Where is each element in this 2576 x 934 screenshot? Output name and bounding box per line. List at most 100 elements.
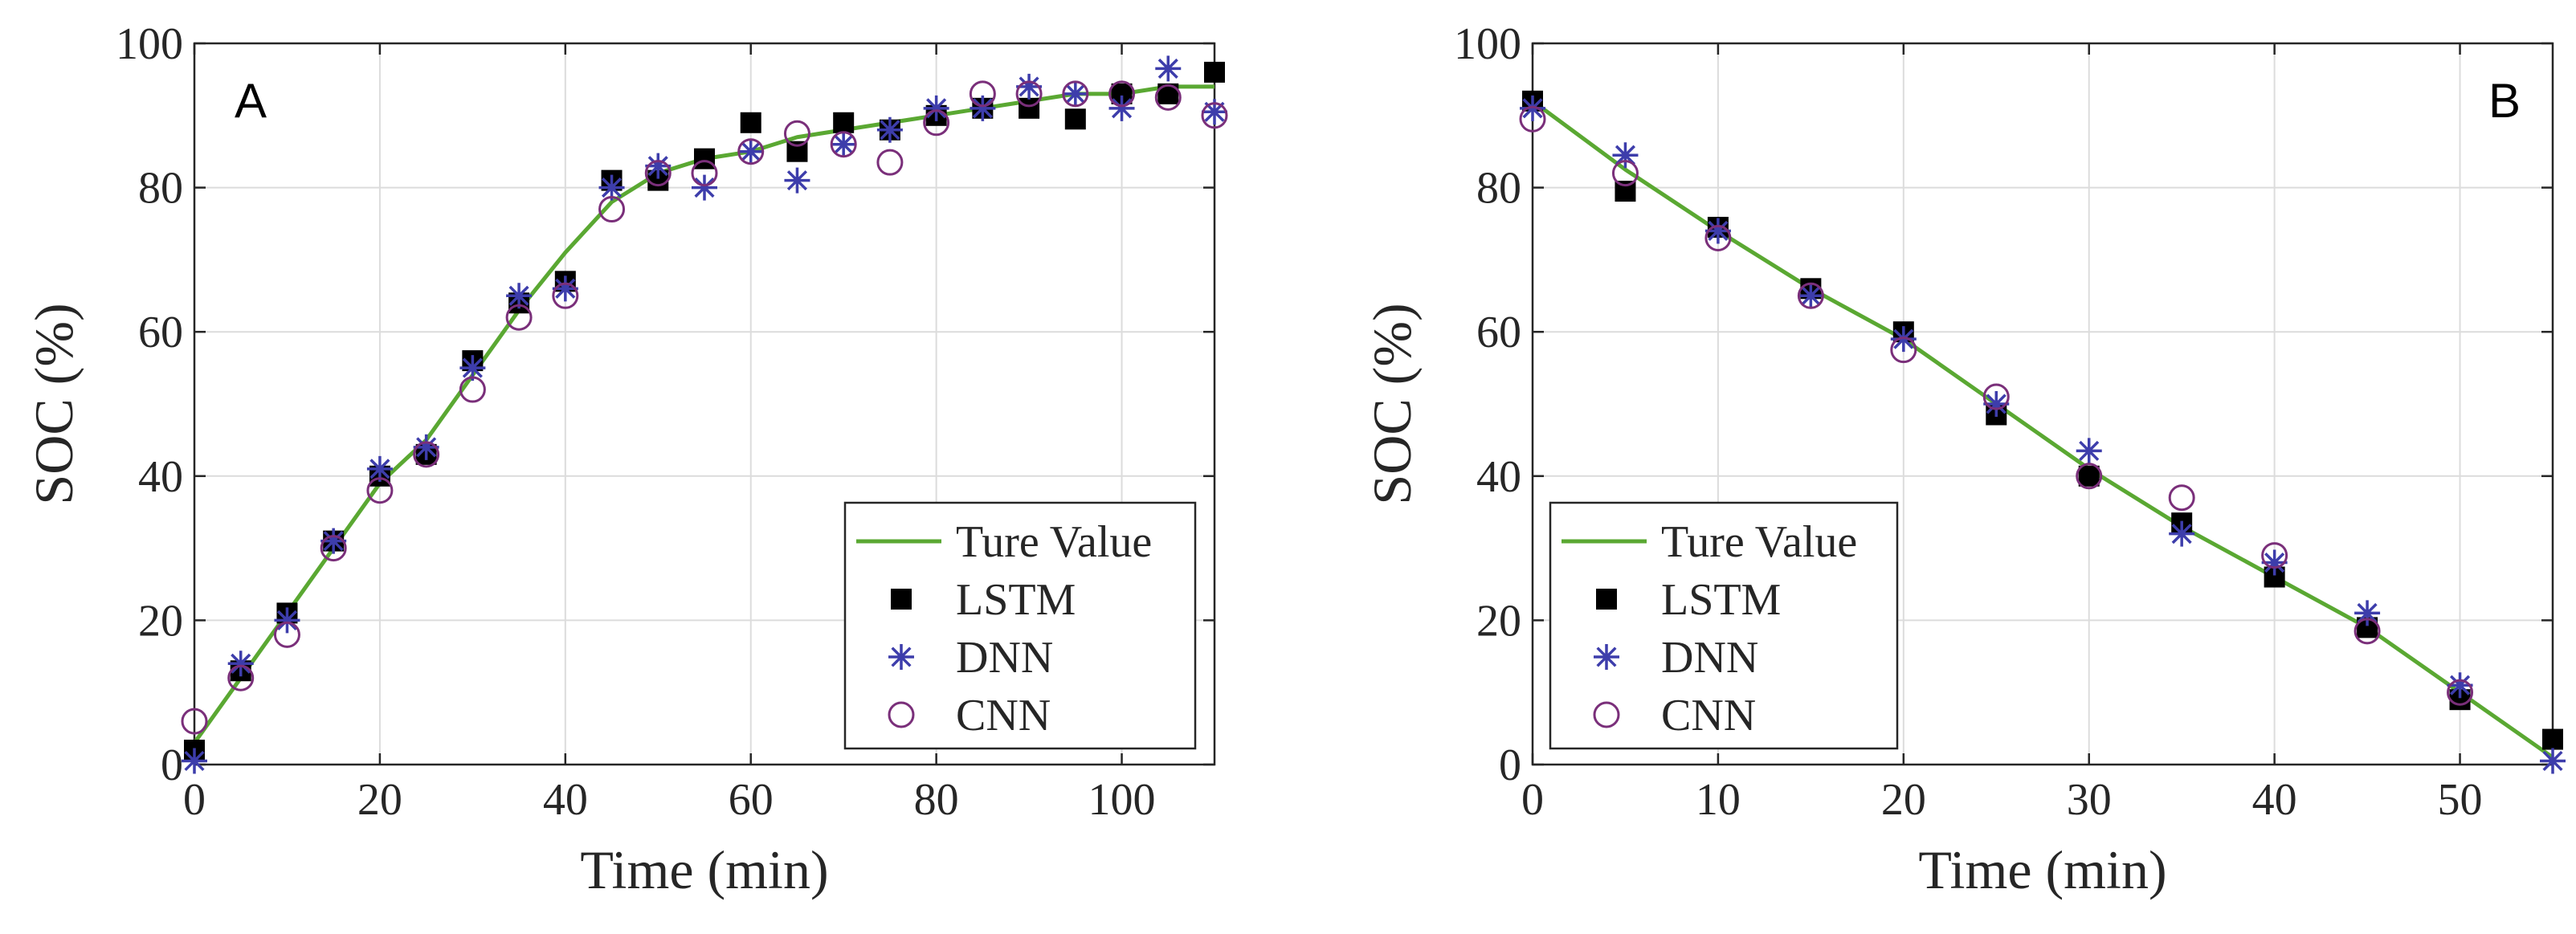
dnn-point: [274, 607, 300, 634]
y-tick-label: 40: [138, 452, 183, 502]
dnn-point: [2354, 600, 2381, 626]
cnn-point: [2076, 463, 2103, 490]
y-tick-label: 20: [1476, 596, 1521, 646]
dnn-point: [1016, 73, 1043, 100]
dnn-point: [1202, 99, 1227, 125]
dnn-point: [1155, 55, 1182, 82]
cnn-point: [783, 120, 810, 147]
legend: Ture Value LSTM DNN CNN: [843, 501, 1197, 750]
cnn-point: [1890, 336, 1917, 364]
dnn-point: [923, 95, 949, 121]
cnn-point: [459, 376, 486, 403]
cnn-point: [1108, 80, 1136, 108]
x-tick-label: 40: [543, 775, 588, 825]
legend-label-cnn: CNN: [1661, 691, 1756, 740]
dnn-point: [1108, 95, 1135, 121]
dnn-point: [2540, 748, 2566, 774]
x-tick-label: 10: [1696, 775, 1741, 825]
series-dnn: [1520, 95, 2566, 774]
cnn-point: [505, 304, 533, 331]
cnn-point: [1015, 80, 1043, 108]
legend-label-ture-value: Ture Value: [956, 517, 1152, 567]
lstm-point: [1019, 97, 1040, 119]
dnn-point: [692, 174, 717, 201]
lstm-point: [1064, 108, 1086, 130]
dnn-point: [645, 153, 672, 179]
cnn-point: [1982, 383, 2010, 410]
legend-label-cnn: CNN: [956, 691, 1051, 740]
dnn-point: [1798, 283, 1824, 309]
x-tick-label: 0: [1521, 775, 1544, 825]
y-tick-label: 100: [1454, 19, 1521, 69]
x-axis-label: Time (min): [580, 839, 828, 900]
cnn-point: [876, 149, 904, 176]
dnn-point: [970, 95, 996, 121]
cnn-point: [1797, 282, 1824, 309]
dnn-point: [1704, 218, 1731, 244]
dnn-point: [1890, 326, 1917, 353]
cnn-point: [181, 708, 208, 735]
cnn-point: [1154, 84, 1182, 111]
lstm-point: [2078, 465, 2100, 487]
legend-lstm-icon: [1596, 589, 1617, 610]
dnn-point: [227, 651, 254, 677]
x-tick-label: 100: [1088, 775, 1156, 825]
x-tick-label: 0: [183, 775, 206, 825]
series-cnn: [181, 80, 1228, 735]
axes-box: [1531, 42, 2554, 766]
legend-box: [843, 501, 1197, 750]
y-tick-label: 60: [138, 308, 183, 357]
cnn-point: [2168, 484, 2195, 512]
axes-box: [193, 42, 1216, 766]
dnn-point: [366, 455, 393, 482]
x-tick-label: 20: [1881, 775, 1926, 825]
x-tick-label: 40: [2252, 775, 2297, 825]
cnn-point: [273, 621, 300, 648]
dnn-point: [182, 748, 207, 774]
cnn-point: [830, 131, 857, 158]
cnn-point: [598, 196, 626, 223]
panel-label: A: [235, 74, 267, 128]
legend-label-lstm: LSTM: [1661, 575, 1781, 625]
dnn-point: [506, 283, 533, 309]
dnn-point: [320, 528, 347, 554]
series-ture-value: [1531, 99, 2554, 760]
x-axis-label: Time (min): [1918, 839, 2166, 900]
lstm-point: [833, 112, 855, 133]
y-tick-label: 20: [138, 596, 183, 646]
legend-box: [1549, 501, 1899, 750]
cnn-point: [413, 441, 440, 468]
cnn-point: [1201, 102, 1228, 129]
cnn-point: [1704, 224, 1732, 251]
y-axis-label: SOC (%): [1361, 303, 1423, 504]
legend-label-ture-value: Ture Value: [1661, 517, 1857, 567]
legend-dnn-icon: [888, 644, 914, 670]
cnn-point: [366, 477, 394, 504]
cnn-point: [644, 160, 672, 187]
legend-cnn-icon: [888, 701, 915, 728]
chart-b: 0 10 20 30 40 50 0 20 40 60 80 100 Time (min) SOC (%)…: [1361, 19, 2566, 900]
dnn-point: [831, 131, 857, 157]
cnn-point: [2354, 618, 2381, 645]
dnn-point: [876, 116, 903, 143]
dnn-point: [784, 167, 810, 194]
lstm-point: [2542, 728, 2563, 750]
lstm-point: [1204, 61, 1225, 83]
cnn-point: [969, 80, 996, 108]
y-tick-label: 100: [116, 19, 183, 69]
legend-label-lstm: LSTM: [956, 575, 1076, 625]
dnn-point: [737, 138, 764, 165]
y-tick-label: 0: [1499, 740, 1521, 790]
panel-label: B: [2488, 74, 2521, 128]
cnn-point: [737, 138, 765, 165]
cnn-point: [923, 109, 950, 137]
dnn-point: [459, 355, 486, 381]
y-tick-label: 60: [1476, 308, 1521, 357]
cnn-point: [2261, 542, 2288, 569]
cnn-point: [227, 664, 255, 691]
y-tick-label: 0: [161, 740, 183, 790]
legend-dnn-icon: [1594, 644, 1619, 670]
dnn-point: [2447, 672, 2473, 699]
lstm-point: [740, 112, 761, 133]
